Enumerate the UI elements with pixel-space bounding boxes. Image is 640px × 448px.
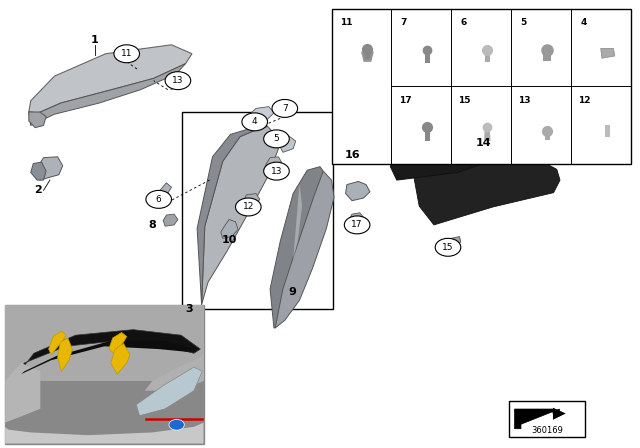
Polygon shape [243, 194, 260, 208]
Polygon shape [221, 220, 238, 238]
Polygon shape [29, 45, 192, 113]
Polygon shape [553, 408, 566, 420]
Polygon shape [31, 162, 46, 180]
Polygon shape [145, 353, 204, 391]
Circle shape [146, 190, 172, 208]
Polygon shape [109, 332, 127, 353]
Polygon shape [390, 116, 525, 180]
Polygon shape [248, 107, 274, 128]
Text: 11: 11 [121, 49, 132, 58]
Polygon shape [605, 125, 610, 138]
Polygon shape [425, 129, 430, 141]
Polygon shape [349, 213, 364, 225]
Text: 4: 4 [580, 18, 586, 27]
Text: 4: 4 [252, 117, 257, 126]
Text: 5: 5 [520, 18, 527, 27]
Polygon shape [346, 181, 370, 201]
Polygon shape [484, 52, 490, 62]
Circle shape [169, 419, 184, 430]
Polygon shape [49, 331, 66, 355]
Circle shape [236, 198, 261, 216]
FancyBboxPatch shape [332, 9, 631, 164]
Polygon shape [5, 363, 40, 423]
Text: 16: 16 [344, 150, 360, 159]
Polygon shape [58, 338, 72, 371]
Text: 7: 7 [282, 104, 287, 113]
Text: 17: 17 [399, 96, 412, 105]
Circle shape [435, 238, 461, 256]
Text: 15: 15 [458, 96, 471, 105]
Polygon shape [413, 143, 560, 225]
Text: 11: 11 [340, 18, 353, 27]
Polygon shape [136, 367, 202, 416]
Text: 5: 5 [274, 134, 279, 143]
Circle shape [114, 45, 140, 63]
FancyBboxPatch shape [509, 401, 585, 437]
Text: 2: 2 [35, 185, 42, 195]
Text: 7: 7 [401, 18, 407, 27]
Text: 13: 13 [271, 167, 282, 176]
Polygon shape [21, 341, 194, 374]
Polygon shape [443, 237, 461, 249]
Polygon shape [37, 157, 63, 180]
Text: 12: 12 [243, 202, 254, 211]
Text: 6: 6 [156, 195, 161, 204]
Polygon shape [274, 171, 334, 328]
FancyBboxPatch shape [5, 305, 204, 444]
Polygon shape [266, 157, 282, 171]
Polygon shape [484, 129, 490, 141]
Polygon shape [111, 344, 130, 374]
Polygon shape [543, 52, 551, 60]
Circle shape [165, 72, 191, 90]
Polygon shape [515, 409, 559, 429]
Polygon shape [197, 122, 268, 305]
Text: 17: 17 [351, 220, 363, 229]
Polygon shape [293, 184, 302, 260]
Text: 6: 6 [460, 18, 467, 27]
Text: 8: 8 [148, 220, 156, 230]
Polygon shape [29, 64, 186, 125]
Text: 3: 3 [185, 304, 193, 314]
Text: 360169: 360169 [531, 426, 563, 435]
Polygon shape [601, 48, 615, 58]
Text: 13: 13 [172, 76, 184, 85]
Circle shape [242, 113, 268, 131]
Polygon shape [5, 305, 204, 381]
Text: 14: 14 [476, 138, 492, 148]
Circle shape [264, 162, 289, 180]
Text: 13: 13 [518, 96, 531, 105]
Polygon shape [545, 132, 550, 140]
Circle shape [272, 99, 298, 117]
Polygon shape [361, 52, 374, 62]
Polygon shape [159, 183, 172, 197]
Polygon shape [275, 134, 296, 152]
Polygon shape [18, 330, 200, 374]
Polygon shape [5, 423, 204, 444]
Text: 10: 10 [221, 235, 237, 245]
Polygon shape [425, 52, 430, 63]
Polygon shape [202, 126, 278, 305]
Polygon shape [29, 112, 46, 128]
Text: 9: 9 [288, 287, 296, 297]
Text: 12: 12 [579, 96, 591, 105]
FancyBboxPatch shape [182, 112, 333, 309]
Text: 15: 15 [442, 243, 454, 252]
Text: 1: 1 [91, 35, 99, 45]
Circle shape [344, 216, 370, 234]
Polygon shape [270, 167, 323, 328]
Polygon shape [163, 214, 178, 226]
Circle shape [264, 130, 289, 148]
